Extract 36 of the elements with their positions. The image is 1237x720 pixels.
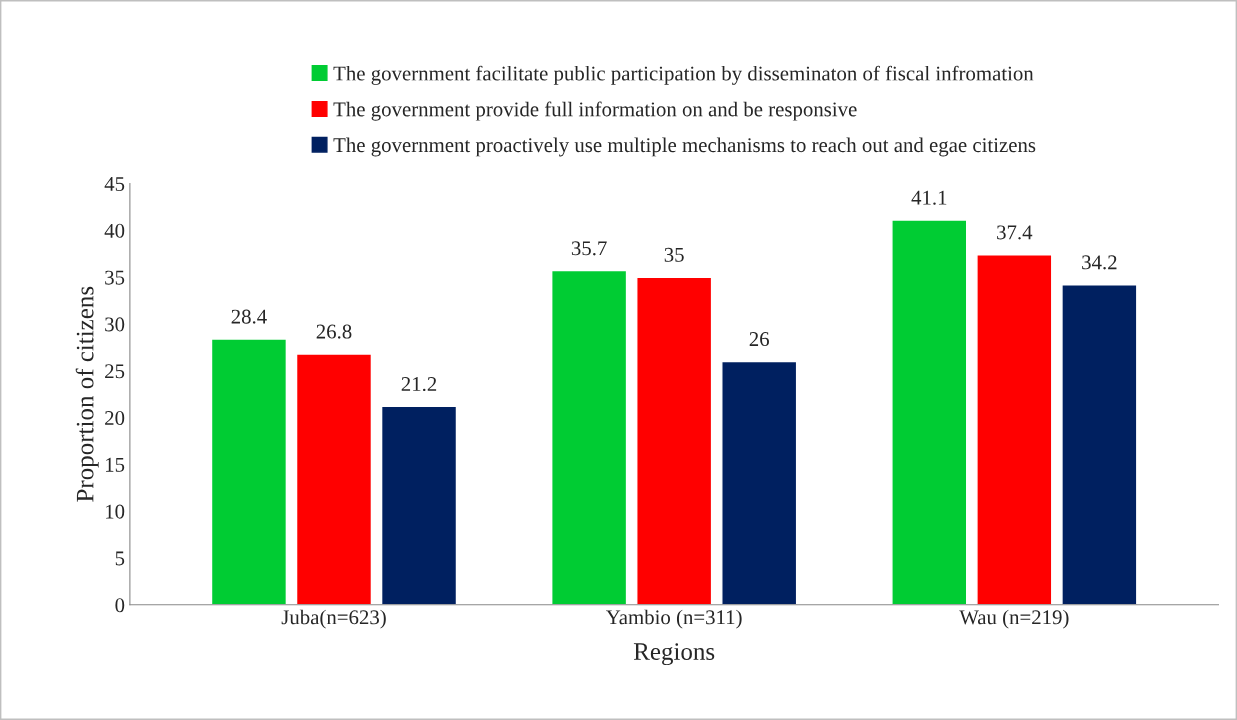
bar <box>380 405 458 605</box>
bar <box>210 338 288 605</box>
data-label: 35 <box>664 247 684 262</box>
bar <box>1061 283 1138 605</box>
bar <box>976 254 1053 605</box>
data-label: 34.2 <box>1082 255 1117 270</box>
legend-label: The government proactively use multiple mechanisms to reach out and egae citizens <box>333 137 1036 157</box>
legend-label: The government facilitate public participation by disseminaton of fiscal infromation <box>333 65 1034 85</box>
data-label: 21.2 <box>401 377 437 392</box>
x-tick-label: Yambio (n=311) <box>606 609 742 629</box>
x-tick-label: Wau (n=219) <box>959 609 1069 629</box>
y-tick-label: 10 <box>106 504 125 519</box>
data-label: 35.7 <box>571 241 607 256</box>
y-tick-label: 20 <box>105 410 125 426</box>
y-tick-label: 45 <box>104 177 125 192</box>
data-label: 26 <box>749 332 769 347</box>
y-tick-label: 30 <box>105 317 125 332</box>
bar <box>636 276 713 605</box>
data-label: 28.4 <box>231 309 267 324</box>
bar <box>721 360 798 605</box>
bar <box>295 353 373 605</box>
bar <box>891 219 968 605</box>
x-tick-label: Juba(n=623) <box>281 609 386 629</box>
y-tick-label: 35 <box>105 270 125 285</box>
y-tick-label: 15 <box>106 457 125 472</box>
x-axis-title: Regions <box>633 643 715 666</box>
bar <box>551 269 628 605</box>
data-label: 26.8 <box>316 324 352 339</box>
data-label: 37.4 <box>997 225 1033 240</box>
y-tick-label: 40 <box>104 223 125 238</box>
legend-label: The government provide full information on and be responsive <box>333 101 857 121</box>
y-tick-label: 5 <box>115 551 125 566</box>
y-tick-label: 0 <box>115 598 125 613</box>
y-tick-label: 25 <box>105 364 125 379</box>
y-axis-title: Proportion of citizens <box>75 286 99 502</box>
data-label: 41.1 <box>911 190 947 205</box>
